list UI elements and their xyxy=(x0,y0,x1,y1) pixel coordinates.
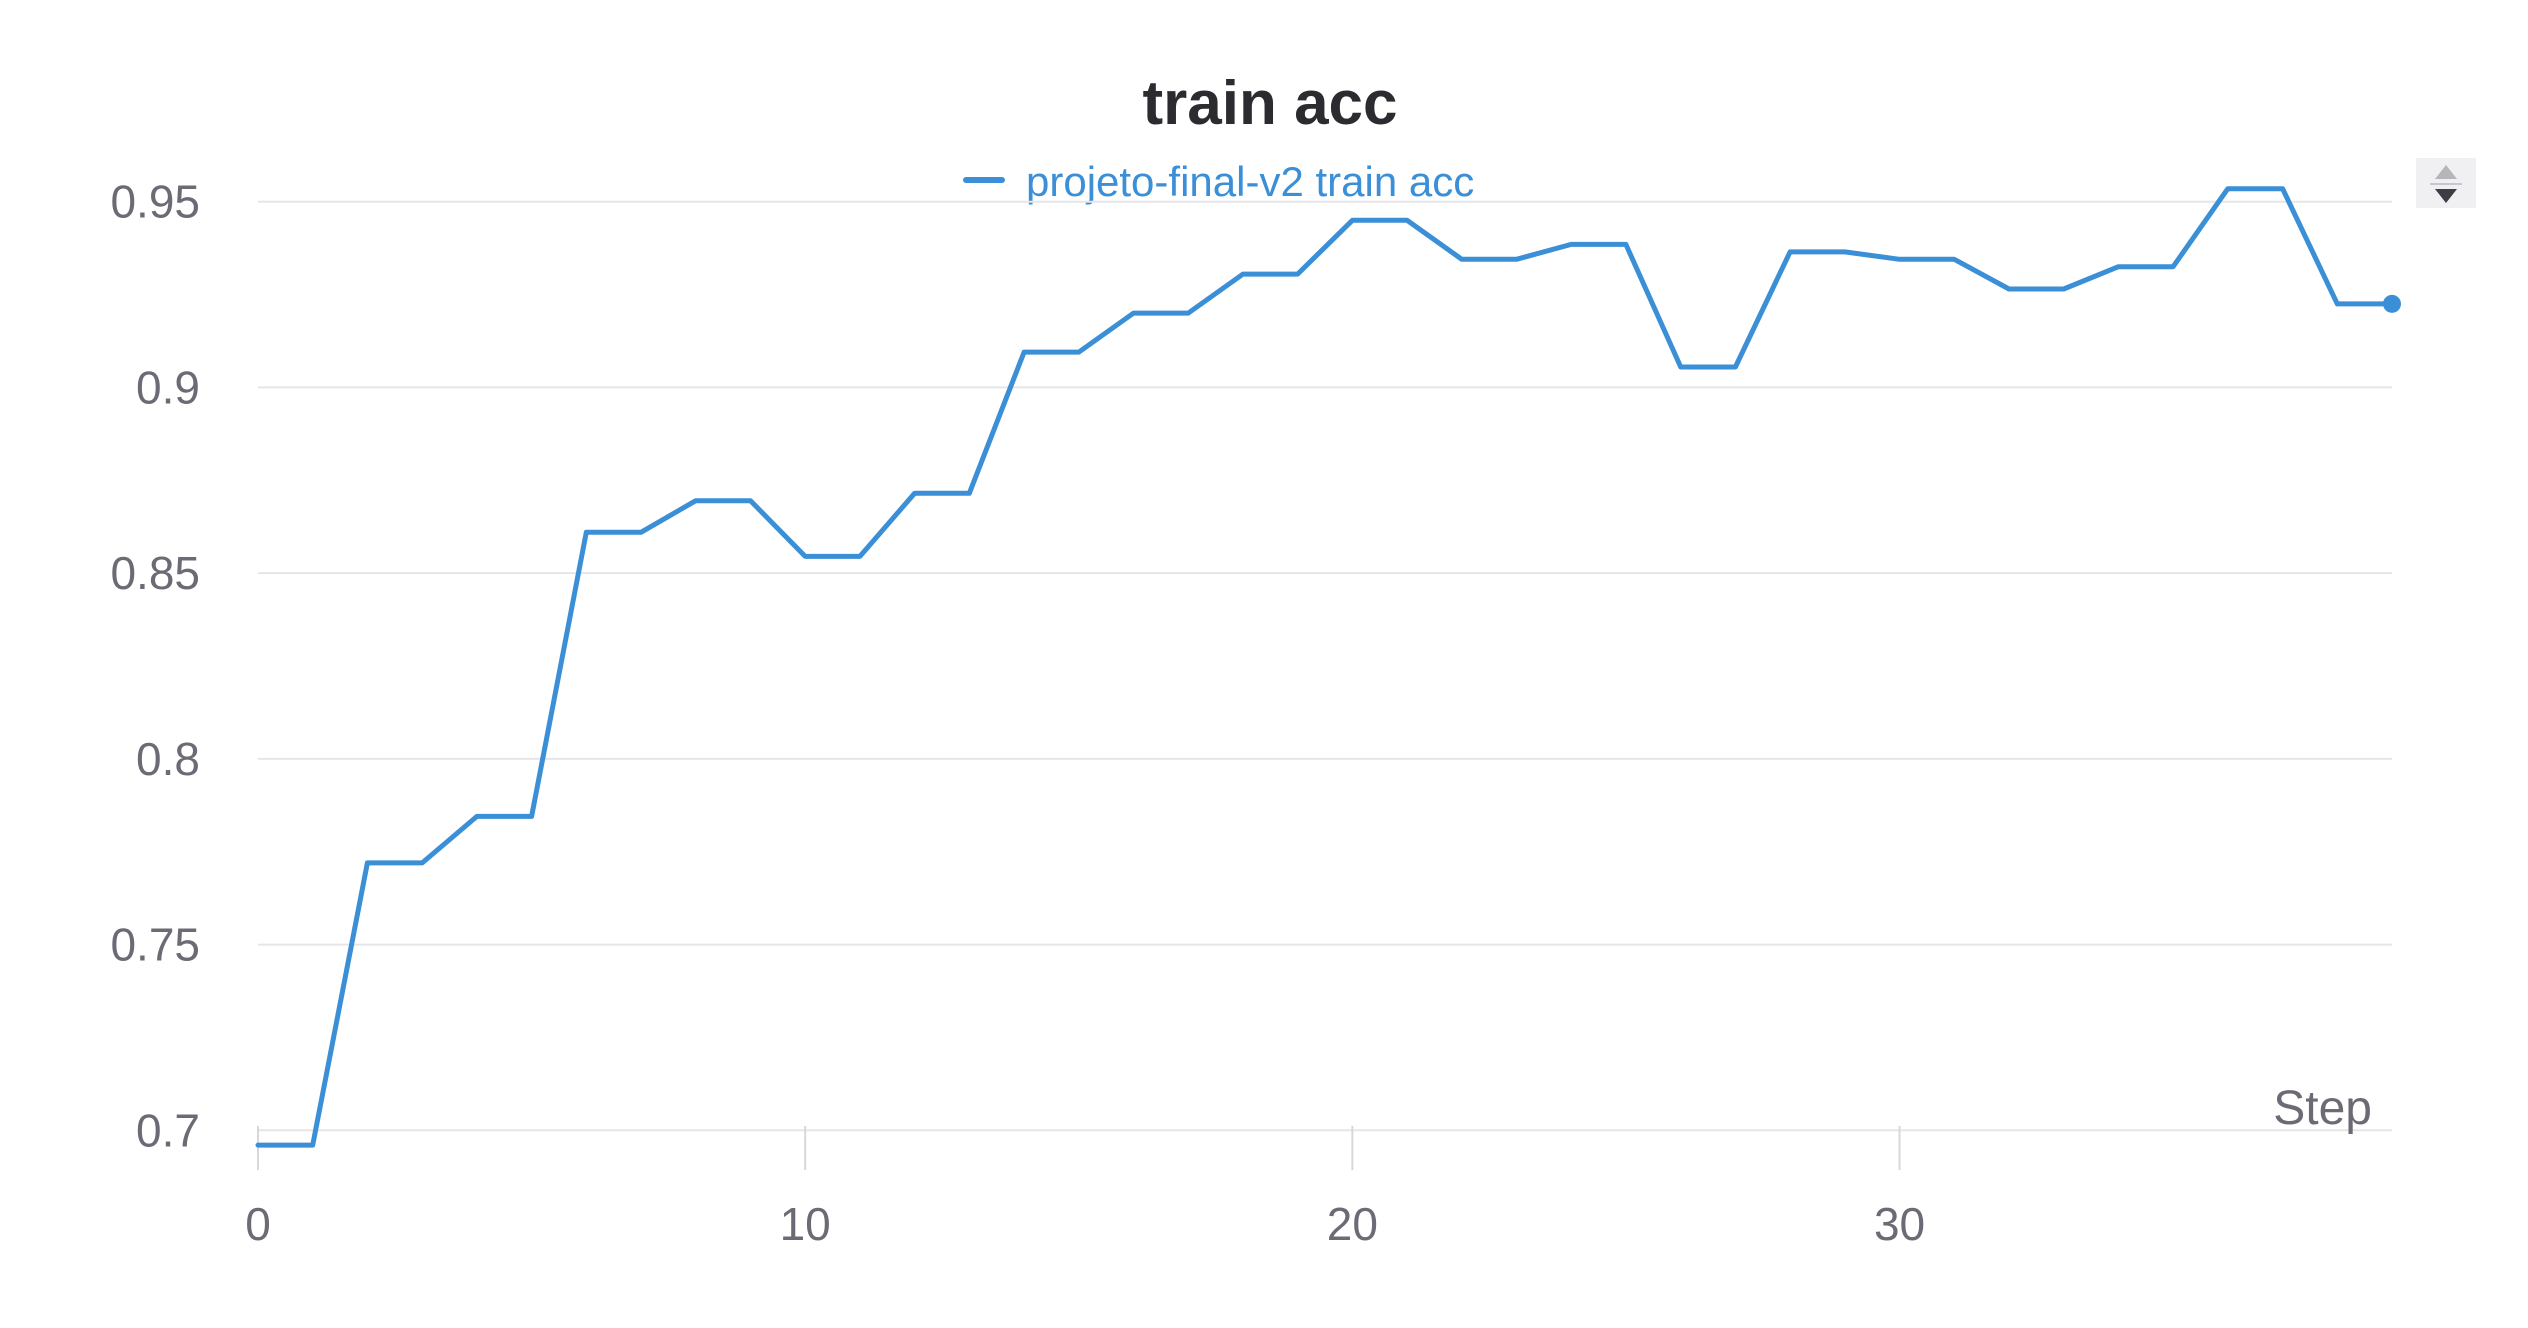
series-line xyxy=(255,186,2395,1148)
x-tick-label: 30 xyxy=(1874,1198,1925,1250)
y-axis-tick-labels: 0.7 0.75 0.8 0.85 0.9 0.95 xyxy=(110,176,200,1157)
series-endpoint-marker xyxy=(2383,294,2401,313)
y-tick-label: 0.9 xyxy=(136,361,200,413)
legend-scroll-control[interactable] xyxy=(2416,158,2476,208)
y-tick-label: 0.85 xyxy=(110,547,200,599)
x-axis-tick-labels: 0 10 20 30 xyxy=(245,1198,1925,1250)
y-tick-label: 0.75 xyxy=(110,919,200,971)
chart-title: train acc xyxy=(1142,69,1397,138)
up-arrow-icon[interactable] xyxy=(2435,165,2457,179)
x-tick-label: 10 xyxy=(780,1198,831,1250)
y-tick-label: 0.7 xyxy=(136,1104,200,1156)
y-tick-label: 0.8 xyxy=(136,733,200,785)
series-layer xyxy=(255,186,2401,1148)
x-tick-label: 20 xyxy=(1327,1198,1378,1250)
x-ticks xyxy=(257,1126,1901,1170)
legend[interactable]: projeto-final-v2 train acc xyxy=(963,158,1474,205)
x-tick-label: 0 xyxy=(245,1198,271,1250)
down-arrow-icon[interactable] xyxy=(2435,189,2457,203)
y-tick-label: 0.95 xyxy=(110,176,200,228)
legend-label: projeto-final-v2 train acc xyxy=(1026,158,1474,205)
x-axis-label: Step xyxy=(2273,1082,2372,1135)
gridlines xyxy=(258,200,2392,1132)
